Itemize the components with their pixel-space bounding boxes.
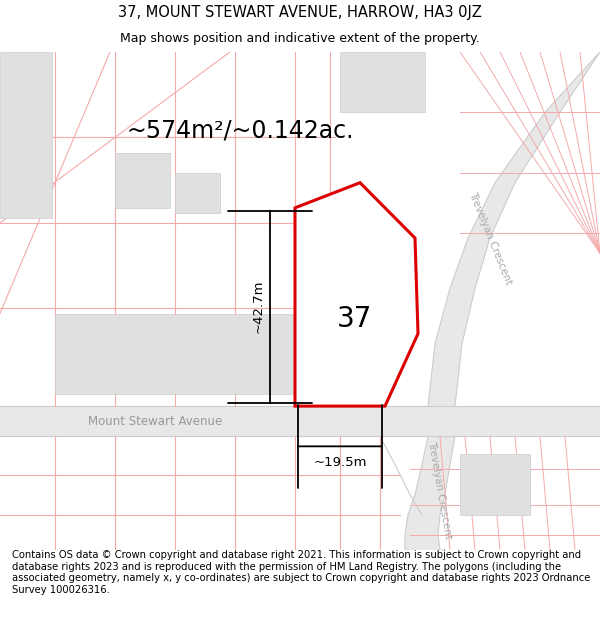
Bar: [175, 173, 220, 213]
Text: Trevelyan Crescent: Trevelyan Crescent: [467, 190, 513, 286]
Text: ~574m²/~0.142ac.: ~574m²/~0.142ac.: [126, 118, 354, 142]
Bar: [55, 314, 330, 394]
Bar: [0, 406, 600, 436]
Polygon shape: [405, 436, 455, 550]
Text: Map shows position and indicative extent of the property.: Map shows position and indicative extent…: [120, 32, 480, 46]
Text: ~42.7m: ~42.7m: [251, 280, 265, 333]
Text: Trevelyan Crescent: Trevelyan Crescent: [427, 440, 454, 539]
Polygon shape: [295, 182, 418, 406]
Text: ~19.5m: ~19.5m: [313, 456, 367, 469]
Bar: [460, 454, 530, 515]
Bar: [115, 152, 170, 208]
Polygon shape: [428, 52, 600, 406]
Bar: [0, 52, 52, 218]
Text: Contains OS data © Crown copyright and database right 2021. This information is : Contains OS data © Crown copyright and d…: [12, 550, 590, 595]
Text: 37: 37: [337, 304, 373, 332]
Text: 37, MOUNT STEWART AVENUE, HARROW, HA3 0JZ: 37, MOUNT STEWART AVENUE, HARROW, HA3 0J…: [118, 6, 482, 21]
Bar: [340, 52, 425, 112]
Text: Mount Stewart Avenue: Mount Stewart Avenue: [88, 415, 222, 428]
